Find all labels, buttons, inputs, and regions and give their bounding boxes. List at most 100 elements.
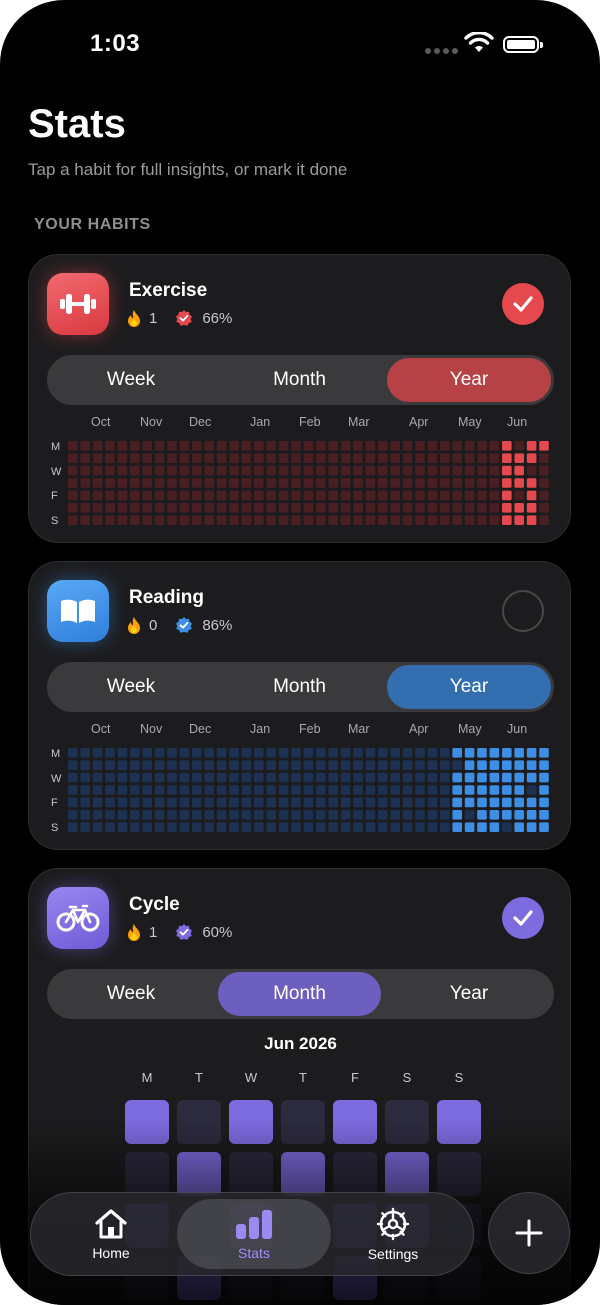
heatmap-day	[402, 503, 413, 513]
habit-card-reading[interactable]: Reading 0 86% Week Month Year Oct Nov De…	[28, 561, 571, 850]
heatmap-day	[192, 810, 202, 820]
tab-stats[interactable]: Stats	[177, 1199, 331, 1269]
heatmap-day	[241, 748, 252, 758]
heatmap-day	[241, 441, 252, 451]
heatmap-day	[254, 503, 264, 513]
heatmap-day	[477, 465, 487, 476]
heatmap-day	[539, 490, 549, 501]
heatmap-day	[179, 441, 190, 451]
range-year-tab[interactable]: Year	[387, 665, 551, 709]
heatmap-day	[390, 810, 400, 820]
range-selector: Week Month Year	[47, 969, 554, 1019]
heatmap-day	[440, 441, 450, 451]
heatmap-day	[464, 810, 475, 820]
calendar-weekday-label: W	[244, 1070, 258, 1085]
heatmap-day	[117, 490, 128, 501]
weekday-label: F	[51, 797, 58, 809]
heatmap-day	[68, 772, 78, 783]
heatmap-day	[402, 478, 413, 488]
heatmap-day-done	[464, 748, 475, 758]
heatmap-day	[378, 478, 388, 488]
heatmap-day-done	[452, 785, 462, 795]
heatmap-day	[291, 748, 301, 758]
month-label: Nov	[140, 722, 163, 736]
heatmap-day	[328, 785, 338, 795]
heatmap-day-done	[502, 465, 512, 476]
heatmap-day-done	[502, 453, 512, 463]
heatmap-day	[415, 465, 425, 476]
flame-icon	[128, 310, 140, 327]
range-month-tab[interactable]: Month	[273, 369, 326, 390]
heatmap-day	[167, 478, 177, 488]
range-year-tab[interactable]: Year	[449, 983, 489, 1004]
tab-home[interactable]: Home	[61, 1199, 161, 1269]
heatmap-day	[278, 503, 289, 513]
heatmap-day	[539, 478, 549, 488]
heatmap-day	[241, 785, 252, 795]
verified-badge-icon	[176, 310, 193, 326]
heatmap-day	[539, 515, 549, 525]
range-week-tab[interactable]: Week	[106, 676, 156, 697]
range-month-tab[interactable]: Month	[273, 676, 326, 697]
heatmap-day-done	[502, 515, 512, 525]
range-year-tab[interactable]: Year	[387, 358, 551, 402]
heatmap-day	[92, 785, 103, 795]
heatmap-day-done	[514, 772, 524, 783]
habit-card-exercise[interactable]: Exercise 1 66% Week Month Year Oct Nov D…	[28, 254, 571, 543]
heatmap-day-done	[452, 748, 462, 758]
heatmap-day	[192, 785, 202, 795]
mark-done-button[interactable]	[502, 590, 544, 632]
heatmap-day	[80, 453, 90, 463]
month-label: Mar	[348, 415, 370, 429]
tab-settings[interactable]: Settings	[343, 1199, 443, 1269]
heatmap-day	[266, 748, 276, 758]
heatmap-day	[353, 465, 363, 476]
cellular-signal-icon	[425, 48, 458, 54]
heatmap-day	[92, 748, 103, 758]
heatmap-day	[440, 490, 450, 501]
tab-bar: Home Stats Settings	[30, 1192, 474, 1276]
heatmap-day	[303, 465, 314, 476]
heatmap-day	[68, 441, 78, 451]
heatmap-day	[291, 822, 301, 832]
checkmark-icon	[513, 296, 533, 312]
range-selector: Week Month Year	[47, 662, 554, 712]
heatmap-day-done	[514, 748, 524, 758]
add-habit-button[interactable]	[488, 1192, 570, 1274]
heatmap-day	[154, 772, 165, 783]
month-label: Jan	[250, 415, 271, 429]
heatmap-day	[328, 490, 338, 501]
weekday-label: W	[51, 466, 62, 478]
heatmap-day	[192, 772, 202, 783]
heatmap-day	[204, 797, 214, 808]
heatmap-day	[142, 503, 152, 513]
completion-rate: 66%	[202, 309, 233, 327]
heatmap-day	[365, 822, 376, 832]
heatmap-day-done	[464, 772, 475, 783]
heatmap-day	[340, 503, 351, 513]
range-week-tab[interactable]: Week	[106, 369, 156, 390]
heatmap-day	[353, 822, 363, 832]
heatmap-day	[204, 785, 214, 795]
mark-done-button[interactable]	[502, 283, 544, 325]
heatmap-day	[179, 478, 190, 488]
heatmap-day-done	[502, 503, 512, 513]
heatmap-day-done	[514, 515, 524, 525]
heatmap-day	[427, 797, 438, 808]
heatmap-day	[105, 760, 115, 770]
heatmap-day	[303, 748, 314, 758]
heatmap-day	[266, 478, 276, 488]
mark-done-button[interactable]	[502, 897, 544, 939]
heatmap-day	[316, 748, 326, 758]
heatmap-day	[192, 453, 202, 463]
heatmap-day	[390, 465, 400, 476]
range-week-tab[interactable]: Week	[106, 983, 156, 1004]
heatmap-day	[192, 760, 202, 770]
month-label: Nov	[140, 415, 163, 429]
heatmap-day	[154, 748, 165, 758]
heatmap-day	[278, 760, 289, 770]
heatmap-day	[167, 748, 177, 758]
range-month-tab[interactable]: Month	[218, 972, 381, 1016]
heatmap-day	[216, 772, 227, 783]
heatmap-day	[154, 465, 165, 476]
